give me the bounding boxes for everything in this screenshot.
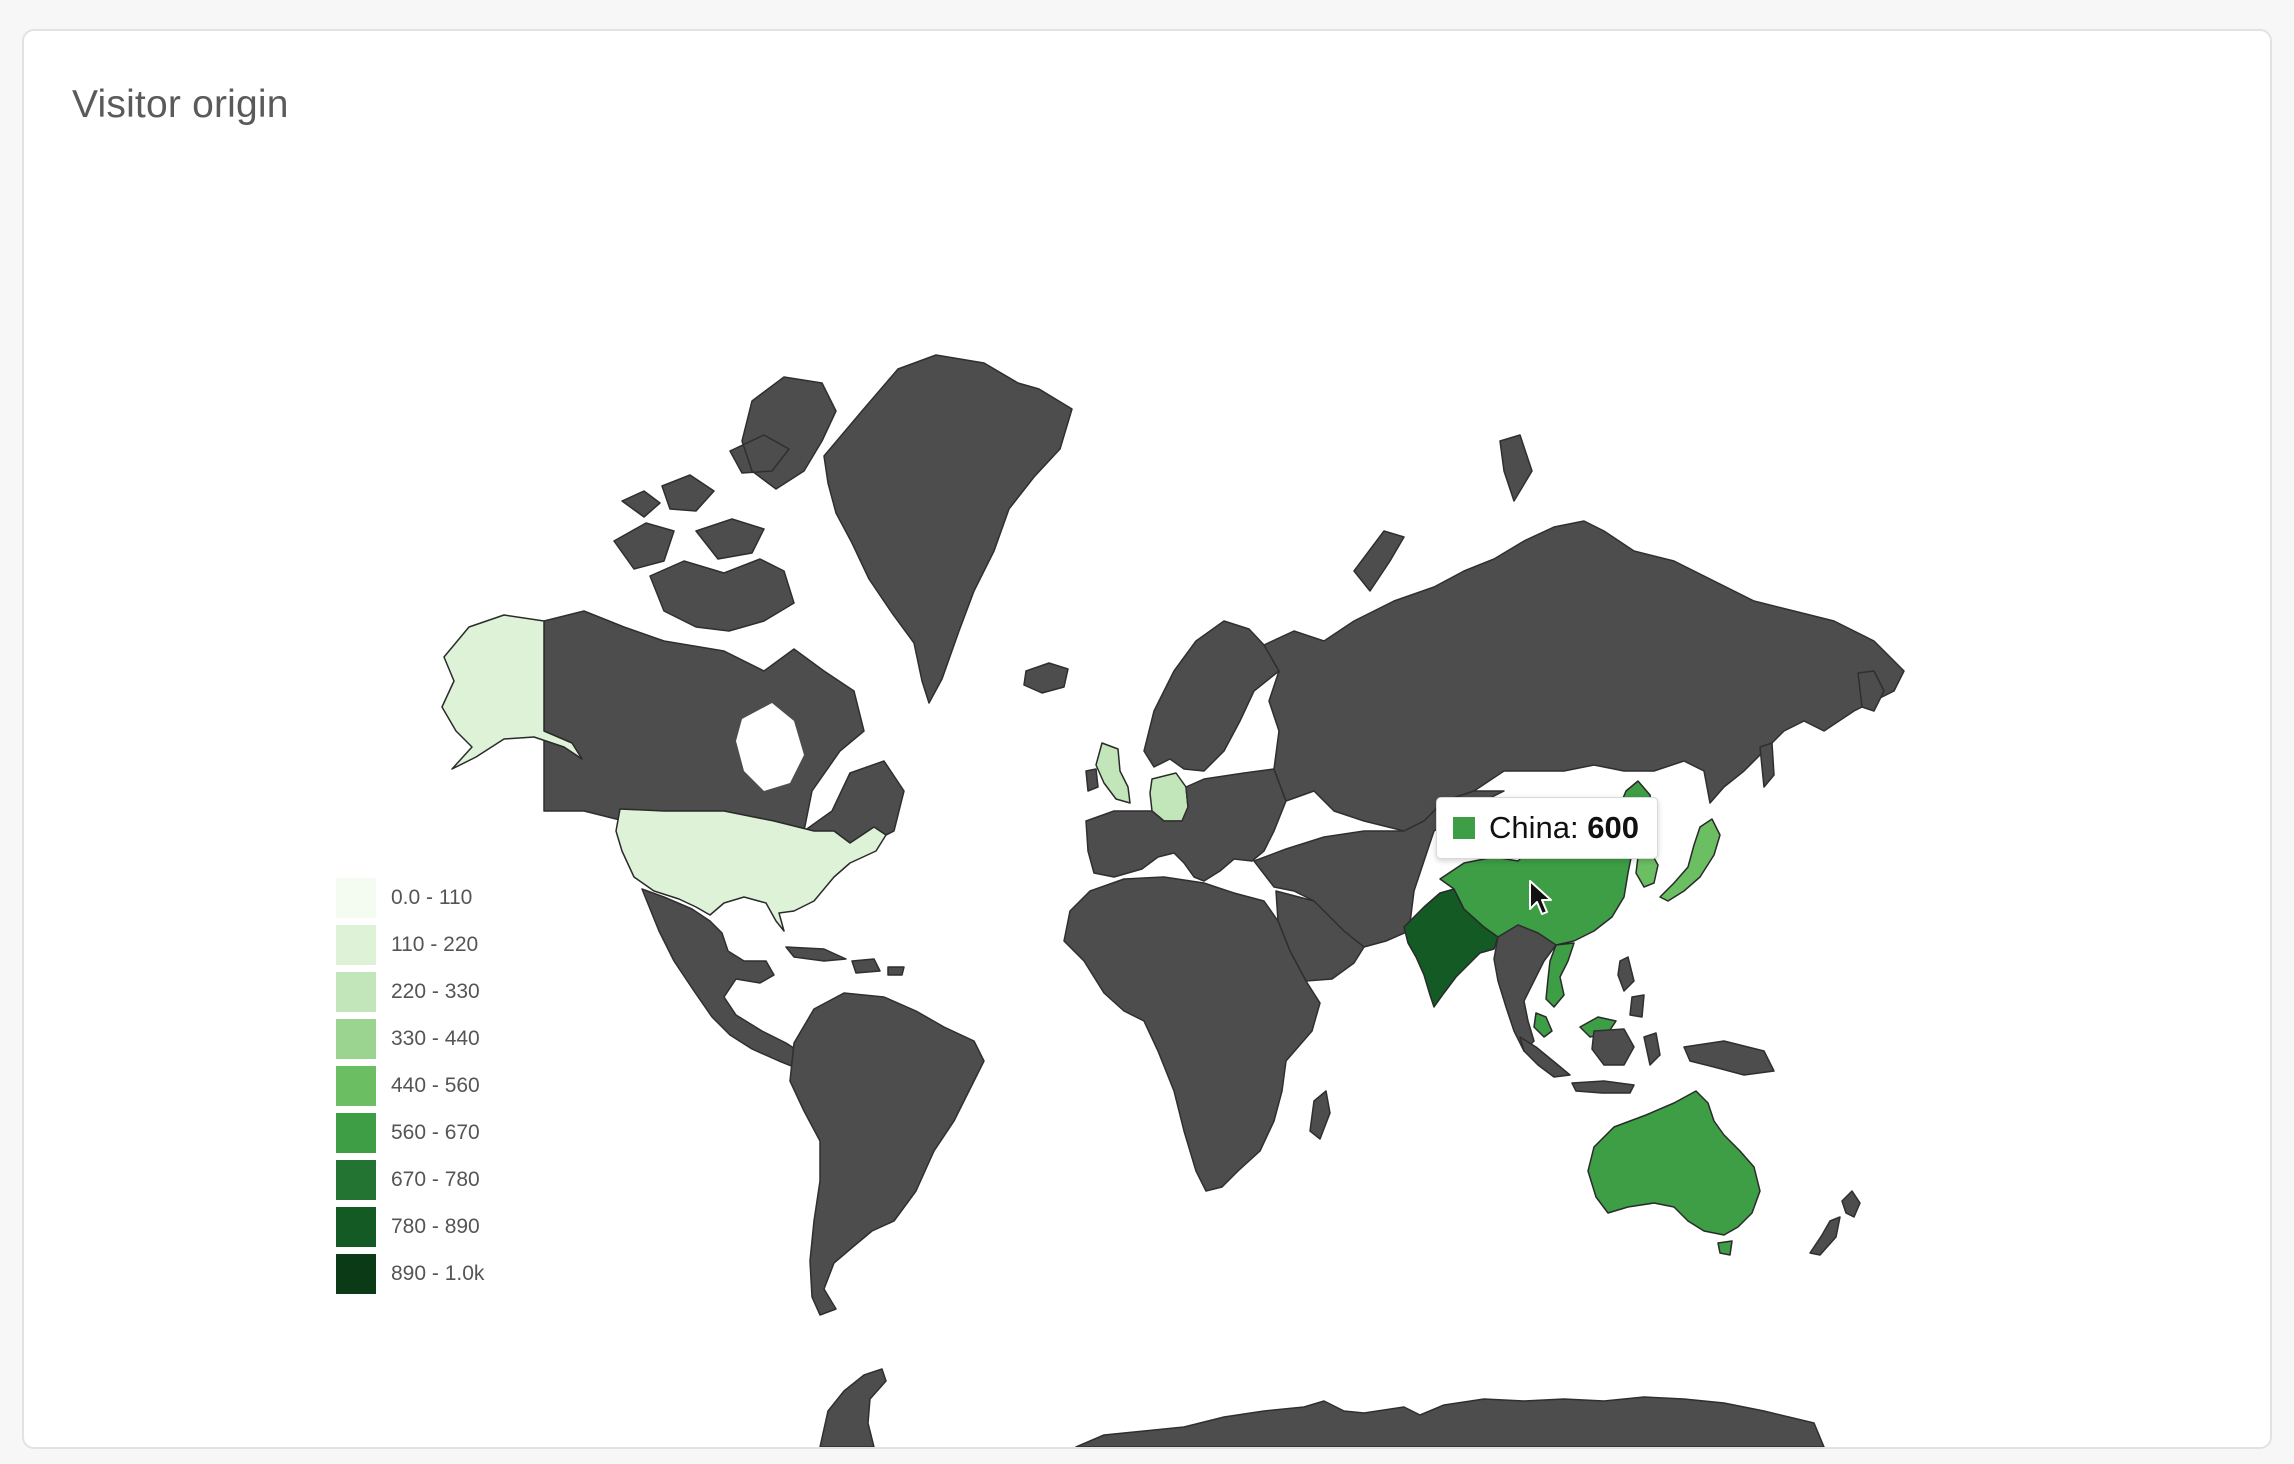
legend-swatch xyxy=(336,925,376,965)
map-region-arctic-islands[interactable] xyxy=(613,376,837,632)
map-region-ireland[interactable] xyxy=(1085,768,1099,792)
map-region-europe[interactable] xyxy=(1085,768,1287,882)
legend-label: 220 - 330 xyxy=(391,980,480,1003)
map-region-novaya-zemlya[interactable] xyxy=(1353,434,1533,592)
legend-label: 670 - 780 xyxy=(391,1168,480,1191)
map-region-southeast-asia[interactable] xyxy=(1493,924,1557,1052)
legend-label: 440 - 560 xyxy=(391,1074,480,1097)
map-region-greenland[interactable] xyxy=(823,354,1073,704)
legend-label: 560 - 670 xyxy=(391,1121,480,1144)
legend-label: 110 - 220 xyxy=(391,933,479,956)
tooltip-swatch xyxy=(1453,817,1475,839)
map-region-indonesia[interactable] xyxy=(1519,1028,1775,1094)
map-region-sakhalin-kamchatka[interactable] xyxy=(1759,670,1885,788)
map-region-madagascar[interactable] xyxy=(1309,1090,1331,1140)
map-region-vietnam[interactable] xyxy=(1545,942,1575,1008)
legend-label: 890 - 1.0k xyxy=(391,1262,485,1285)
legend-swatch xyxy=(336,1254,376,1294)
map-region-antarctic-peninsula[interactable] xyxy=(819,1368,887,1447)
map-region-russia[interactable] xyxy=(1263,520,1905,832)
world-map xyxy=(441,354,1905,1447)
map-region-tasmania[interactable] xyxy=(1717,1240,1733,1256)
legend-swatch xyxy=(336,972,376,1012)
map-region-philippines[interactable] xyxy=(1617,956,1645,1018)
map-region-caribbean[interactable] xyxy=(785,946,905,976)
legend-swatch xyxy=(336,878,376,918)
map-region-australia[interactable] xyxy=(1587,1090,1761,1236)
legend-label: 0.0 - 110 xyxy=(391,886,473,909)
tooltip-separator: : xyxy=(1570,810,1588,845)
legend-swatch xyxy=(336,1207,376,1247)
legend-swatch xyxy=(336,1066,376,1106)
legend-swatch xyxy=(336,1019,376,1059)
tooltip-country: China xyxy=(1489,810,1570,845)
map-region-united-kingdom[interactable] xyxy=(1095,742,1131,804)
legend-label: 330 - 440 xyxy=(391,1027,480,1050)
map-region-iceland[interactable] xyxy=(1023,662,1069,694)
map-region-new-zealand[interactable] xyxy=(1809,1190,1861,1256)
legend-label: 780 - 890 xyxy=(391,1215,480,1238)
mouse-cursor-icon xyxy=(1529,880,1552,915)
card-title: Visitor origin xyxy=(72,83,289,126)
legend-swatch xyxy=(336,1113,376,1153)
map-region-alaska[interactable] xyxy=(441,614,583,770)
map-region-japan[interactable] xyxy=(1659,818,1721,902)
map-region-united-states[interactable] xyxy=(615,808,887,932)
map-region-africa[interactable] xyxy=(1063,876,1321,1192)
map-region-south-america[interactable] xyxy=(789,992,985,1316)
map-region-scandinavia[interactable] xyxy=(1143,620,1280,772)
map-tooltip: China: 600 xyxy=(1436,797,1658,859)
map-region-antarctica[interactable] xyxy=(1075,1396,1825,1447)
visitor-origin-card: Visitor origin xyxy=(22,29,2272,1449)
legend-swatch xyxy=(336,1160,376,1200)
tooltip-value: 600 xyxy=(1587,810,1639,845)
map-region-mexico[interactable] xyxy=(641,888,815,1072)
